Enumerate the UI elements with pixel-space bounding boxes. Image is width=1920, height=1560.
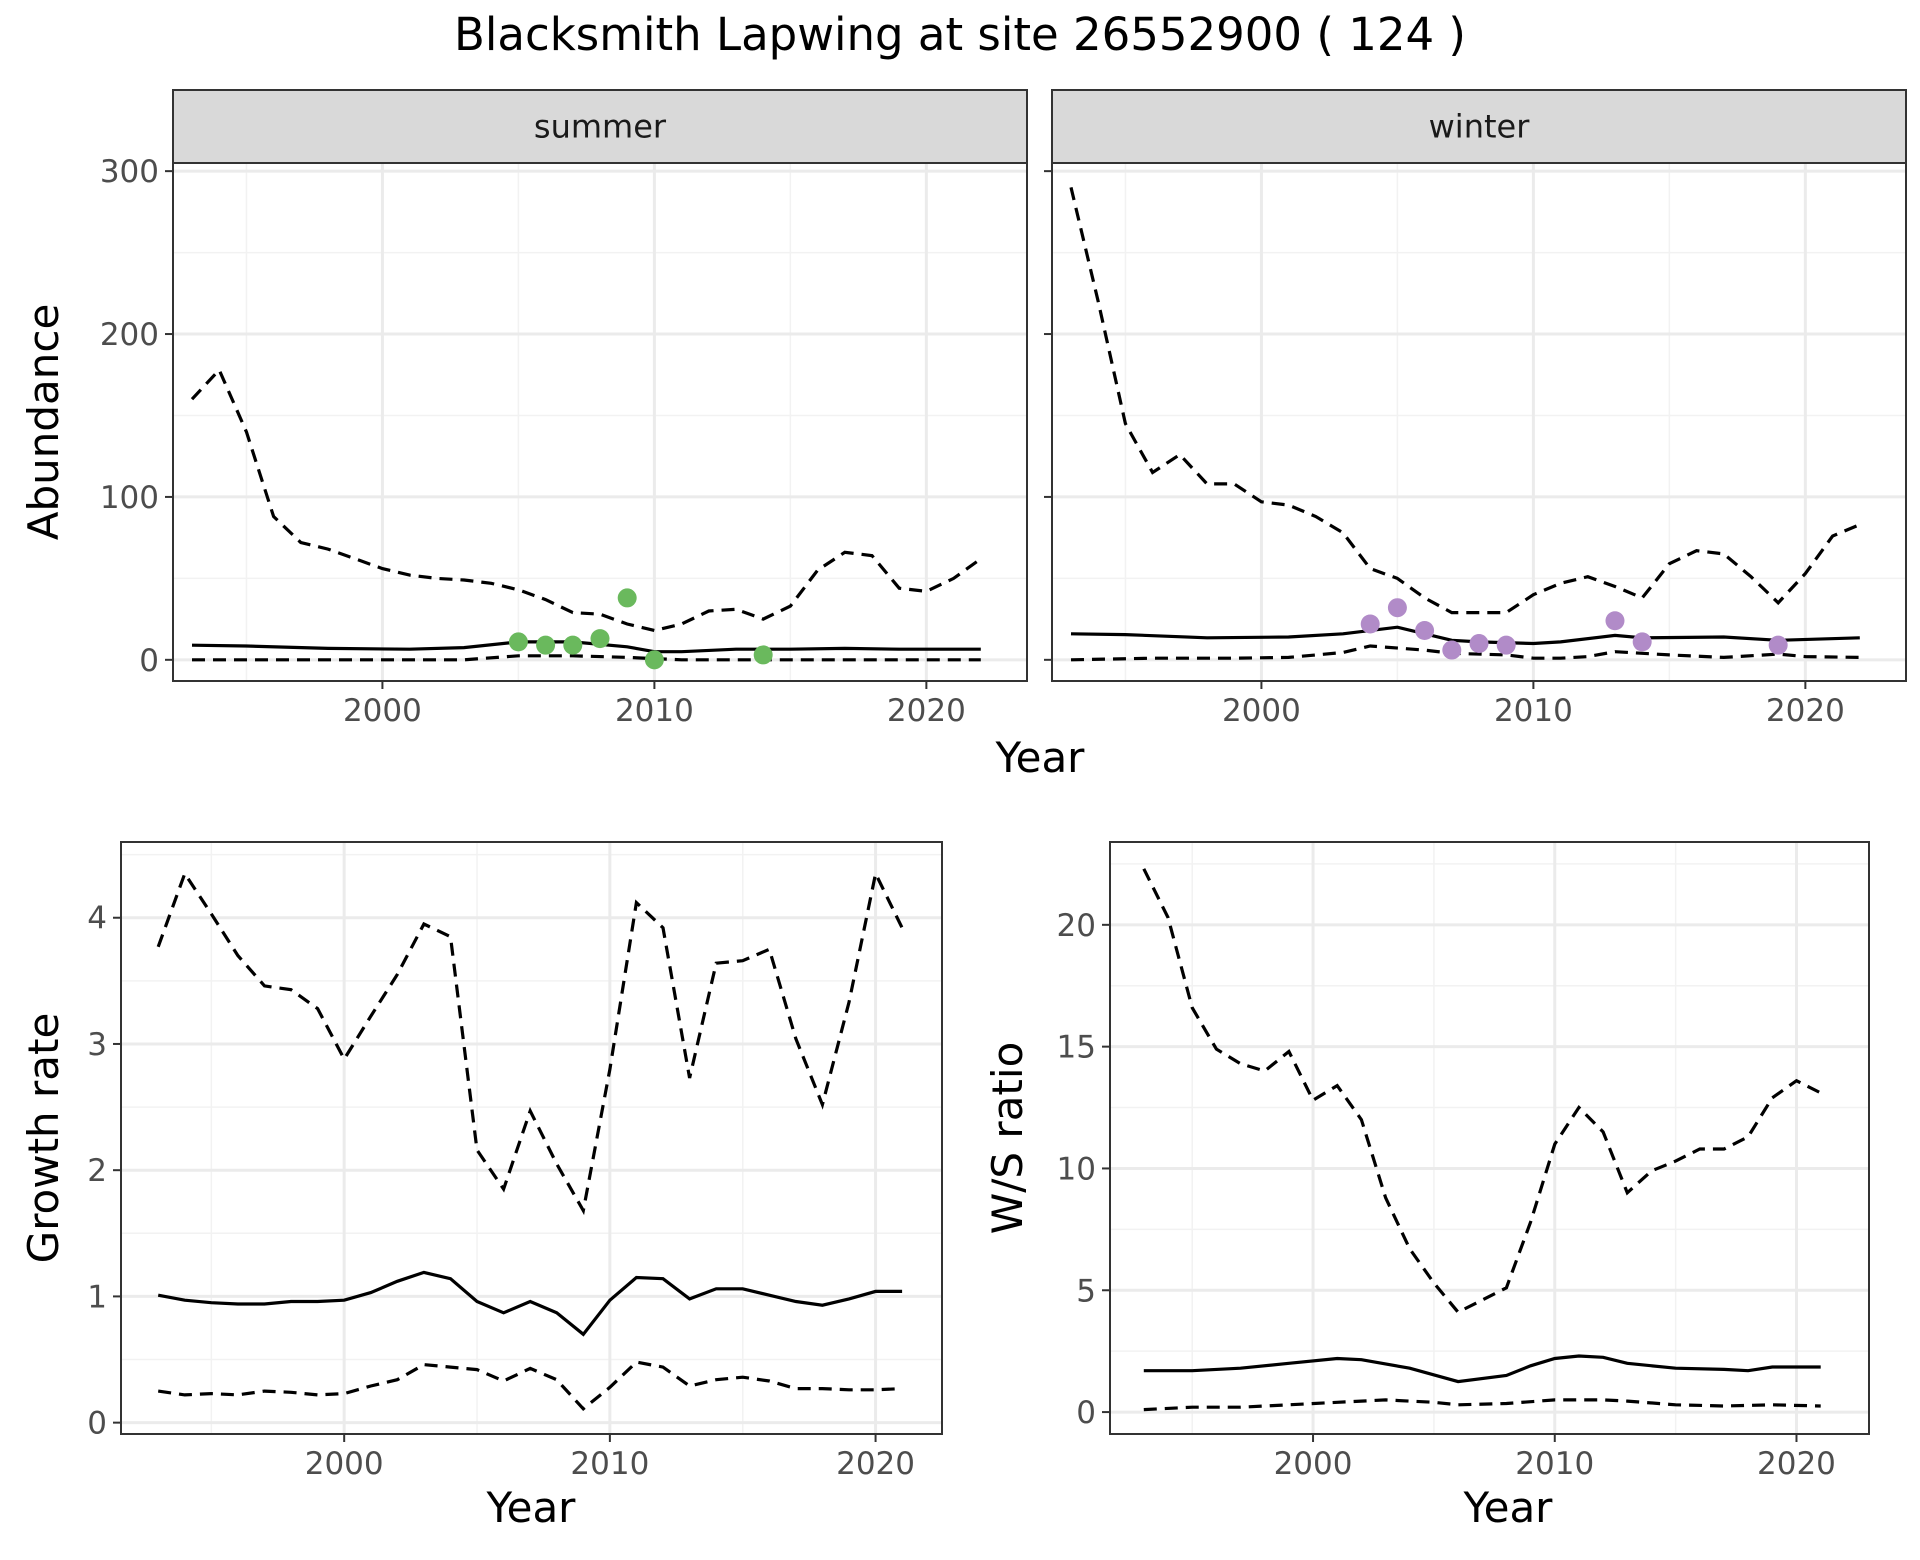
y-tick-label: 4	[87, 901, 107, 937]
x-tick-label: 2010	[1515, 1446, 1594, 1482]
chart-title: Blacksmith Lapwing at site 26552900 ( 12…	[454, 8, 1466, 61]
x-tick-label: 2000	[1274, 1446, 1353, 1482]
panel-winter: winter 2000 2010 2020	[1044, 89, 1907, 729]
observation-point	[590, 629, 610, 649]
observation-point	[753, 645, 773, 665]
x-axis-title-shared: Year	[995, 733, 1086, 782]
series-mean-line	[157, 1270, 903, 1337]
y-tick-label: 100	[100, 480, 159, 516]
observation-point	[1415, 621, 1435, 641]
panel-growth-rate: 2000 2010 2020 0 1 2 3 4 Growth rate Year	[19, 841, 943, 1532]
observation-point	[1360, 614, 1380, 634]
series-lower-bound-line	[157, 1360, 903, 1411]
series-mean-line	[1143, 1354, 1821, 1384]
y-tick-label: 200	[100, 317, 159, 353]
x-axis-title: Year	[486, 1483, 577, 1532]
series-upper-bound-line	[190, 367, 982, 633]
strip-background	[172, 89, 1028, 164]
strip-label-summer: summer	[534, 108, 667, 146]
x-tick-label: 2010	[1494, 693, 1573, 729]
x-tick-label: 2000	[1222, 693, 1301, 729]
observation-point	[536, 635, 556, 655]
y-axis-title: Abundance	[19, 304, 68, 541]
x-tick-label: 2010	[615, 693, 694, 729]
y-tick-label: 2	[87, 1153, 107, 1189]
y-tick-label: 300	[100, 154, 159, 190]
panel-ws-ratio: 2000 2010 2020 0 5 10 15 20 W/S ratio Year	[983, 841, 1870, 1532]
x-axis-title: Year	[1463, 1483, 1554, 1532]
series-lower-bound-line	[192, 654, 981, 662]
x-tick-label: 2000	[343, 693, 422, 729]
x-tick-label: 2010	[570, 1446, 649, 1482]
observation-point	[617, 588, 637, 608]
series-mean-line	[191, 640, 981, 654]
panel-summer: summer 2000 2010 2020 0 100 200 300 Abundance	[19, 89, 1028, 729]
y-tick-label: 0	[1076, 1395, 1096, 1431]
panel-border	[120, 841, 943, 1435]
panel-border	[1051, 162, 1907, 682]
observation-point	[1469, 634, 1489, 654]
series-upper-bound-line	[1069, 187, 1861, 615]
y-tick-label: 10	[1057, 1151, 1096, 1187]
observation-point	[1605, 611, 1625, 631]
observation-point	[563, 635, 583, 655]
panel-border	[172, 162, 1028, 682]
x-tick-label: 2020	[1766, 693, 1845, 729]
observation-point	[644, 650, 664, 670]
observation-point	[508, 632, 528, 652]
panel-border	[1109, 841, 1870, 1435]
y-tick-label: 5	[1076, 1273, 1096, 1309]
y-tick-label: 20	[1057, 908, 1096, 944]
observation-point	[1496, 635, 1516, 655]
y-tick-label: 15	[1057, 1030, 1096, 1066]
y-axis-title: W/S ratio	[983, 1042, 1032, 1235]
y-axis-title: Growth rate	[19, 1013, 68, 1264]
x-tick-label: 2020	[1757, 1446, 1836, 1482]
x-tick-label: 2000	[305, 1446, 384, 1482]
series-upper-bound-line	[156, 868, 904, 1216]
y-tick-label: 0	[87, 1406, 107, 1442]
observation-point	[1632, 632, 1652, 652]
y-tick-label: 0	[139, 643, 159, 679]
y-tick-label: 1	[87, 1279, 107, 1315]
series-upper-bound-line	[1142, 868, 1822, 1315]
strip-label-winter: winter	[1429, 108, 1531, 146]
observation-point	[1387, 598, 1407, 618]
observation-point	[1768, 635, 1788, 655]
x-tick-label: 2020	[836, 1446, 915, 1482]
series-lower-bound-line	[1070, 644, 1860, 662]
strip-background	[1051, 89, 1907, 164]
series-lower-bound-line	[1143, 1398, 1821, 1412]
y-tick-label: 3	[87, 1027, 107, 1063]
series-mean-line	[1070, 625, 1860, 646]
x-tick-label: 2020	[887, 693, 966, 729]
observation-point	[1442, 640, 1462, 660]
